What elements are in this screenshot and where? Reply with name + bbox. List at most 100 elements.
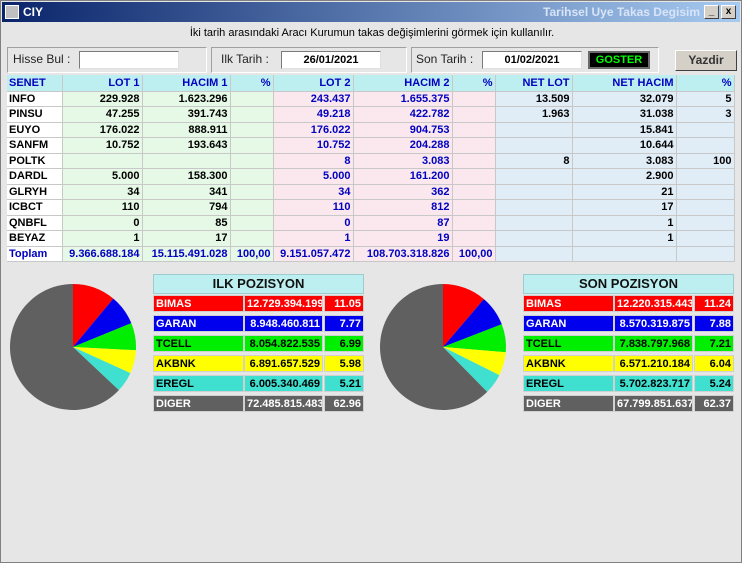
position-row[interactable]: AKBNK 6.571.210.184 6.04 [523,355,734,373]
yazdir-button[interactable]: Yazdir [675,50,737,71]
position-row[interactable]: DIGER 72.485.815.483 62.96 [153,395,364,413]
header-lot2[interactable]: LOT 2 [273,75,354,92]
table-row[interactable]: ICBCT 110 794 110 812 17 [7,199,735,216]
cell-pct1 [230,137,274,154]
position-value: 8.054.822.535 [244,335,323,352]
position-row[interactable]: BIMAS 12.220.315.443 11.24 [523,295,734,313]
cell-hacim2: 1.655.375 [353,91,453,107]
position-pct: 5.21 [324,375,364,392]
cell-hacim1: 888.911 [142,122,231,138]
header-hacim2[interactable]: HACIM 2 [353,75,453,92]
header-lot1[interactable]: LOT 1 [62,75,143,92]
table-row[interactable]: POLTK 8 3.083 8 3.083 100 [7,153,735,169]
cell-hacim1: 1.623.296 [142,91,231,107]
position-row[interactable]: EREGL 5.702.823.717 5.24 [523,375,734,393]
goster-button[interactable]: GOSTER [588,51,650,69]
cell-pct1 [230,106,274,123]
table-row[interactable]: DARDL 5.000 158.300 5.000 161.200 2.900 [7,168,735,185]
cell-pct2 [452,230,496,247]
position-row[interactable]: TCELL 7.838.797.968 7.21 [523,335,734,353]
search-input[interactable] [79,51,179,69]
header-pct1[interactable]: % [230,75,274,92]
position-name: EREGL [153,375,244,392]
cell-net-lot [495,122,573,138]
cell-senet: SANFM [7,137,63,154]
pie-slice-bimas [73,284,114,347]
cell-senet: POLTK [7,153,63,169]
cell-pct-net [676,122,735,138]
end-date-field[interactable]: 01/02/2021 [482,51,582,69]
end-date-label: Son Tarih : [416,52,474,66]
start-date-field[interactable]: 26/01/2021 [281,51,381,69]
cell-lot1: 9.366.688.184 [62,246,143,262]
position-name: DIGER [523,395,614,412]
start-date-group [211,47,407,73]
header-pct-net[interactable]: % [676,75,735,92]
position-row[interactable]: BIMAS 12.729.394.199 11.05 [153,295,364,313]
cell-pct-net [676,215,735,231]
position-pct: 11.24 [694,295,734,312]
close-button[interactable]: x [721,5,736,19]
cell-senet: ICBCT [7,199,63,216]
takas-table: SENET LOT 1 HACIM 1% LOT 2 HACIM 2% NET LOT NE… [7,75,735,262]
position-value: 72.485.815.483 [244,395,323,412]
end-date-group [411,47,659,73]
ilk-pozisyon-pie-chart [9,284,136,410]
title-bar[interactable]: CIY Tarihsel Uye Takas Degisim _ x [2,2,740,22]
position-value: 7.838.797.968 [614,335,693,352]
cell-net-lot [495,246,573,262]
position-name: BIMAS [523,295,614,312]
cell-lot2: 0 [273,215,354,231]
position-pct: 5.98 [324,355,364,372]
cell-pct-net [676,199,735,216]
table-row[interactable]: BEYAZ 1 17 1 19 1 [7,230,735,247]
table-row[interactable]: INFO 229.928 1.623.296 243.437 1.655.375 13.5… [7,91,735,107]
header-hacim1[interactable]: HACIM 1 [142,75,231,92]
minimize-button[interactable]: _ [704,5,719,19]
table-total-row[interactable]: Toplam 9.366.688.184 15.115.491.028 100,00 9… [7,246,735,262]
cell-pct-net [676,246,735,262]
position-row[interactable]: TCELL 8.054.822.535 6.99 [153,335,364,353]
table-row[interactable]: PINSU 47.255 391.743 49.218 422.782 1.963 31.0… [7,106,735,123]
window-subtitle: Tarihsel Uye Takas Degisim [543,5,700,19]
cell-lot2: 110 [273,199,354,216]
cell-pct2 [452,215,496,231]
position-row[interactable]: EREGL 6.005.340.469 5.21 [153,375,364,393]
table-row[interactable]: SANFM 10.752 193.643 10.752 204.288 10.644 [7,137,735,154]
pie-slice-bimas [443,284,484,347]
cell-lot1: 0 [62,215,143,231]
cell-hacim1: 794 [142,199,231,216]
cell-lot1: 10.752 [62,137,143,154]
header-pct2[interactable]: % [452,75,496,92]
pie-slice-akbnk [73,347,136,374]
position-name: GARAN [153,315,244,332]
header-net-hacim[interactable]: NET HACIM [572,75,677,92]
cell-hacim2: 812 [353,199,453,216]
cell-hacim1: 391.743 [142,106,231,123]
position-pct: 6.99 [324,335,364,352]
table-row[interactable]: QNBFL 0 85 0 87 1 [7,215,735,231]
header-net-lot[interactable]: NET LOT [495,75,573,92]
cell-net-lot [495,137,573,154]
cell-pct2 [452,168,496,185]
header-senet[interactable]: SENET [7,75,63,92]
cell-hacim1: 17 [142,230,231,247]
position-pct: 7.88 [694,315,734,332]
cell-net-hacim: 10.644 [572,137,677,154]
pie-slice-tcell [73,323,136,351]
position-row[interactable]: GARAN 8.948.460.811 7.77 [153,315,364,333]
cell-lot1: 1 [62,230,143,247]
cell-pct2 [452,153,496,169]
position-row[interactable]: DIGER 67.799.851.637 62.37 [523,395,734,413]
cell-pct-net [676,184,735,200]
position-value: 12.729.394.199 [244,295,323,312]
table-row[interactable]: EUYO 176.022 888.911 176.022 904.753 15.841 [7,122,735,138]
position-row[interactable]: GARAN 8.570.319.875 7.88 [523,315,734,333]
position-pct: 62.37 [694,395,734,412]
table-row[interactable]: GLRYH 34 341 34 362 21 [7,184,735,200]
position-row[interactable]: AKBNK 6.891.657.529 5.98 [153,355,364,373]
cell-lot1 [62,153,143,169]
cell-pct2 [452,106,496,123]
position-pct: 6.04 [694,355,734,372]
